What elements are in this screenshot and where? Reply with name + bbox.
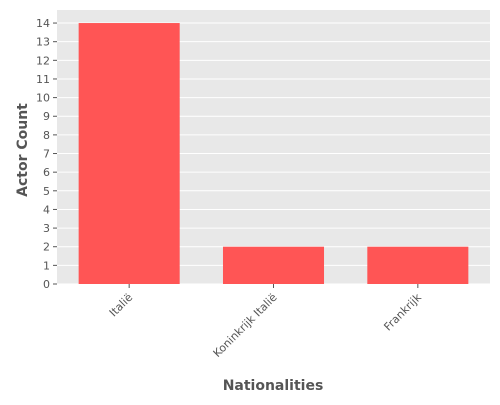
bars <box>78 23 469 285</box>
x-tick-label: Koninkrijk Italië <box>211 291 280 360</box>
y-tick-label: 11 <box>36 73 50 86</box>
y-axis-title: Actor Count <box>15 103 31 197</box>
y-tick-label: 13 <box>36 36 50 49</box>
y-tick-label: 6 <box>43 166 50 179</box>
y-tick-label: 12 <box>36 54 50 67</box>
x-axis-title: Nationalities <box>223 378 324 394</box>
y-tick-label: 7 <box>43 148 50 161</box>
x-tick-label: Frankrijk <box>381 290 424 333</box>
bar <box>367 246 469 284</box>
y-tick-label: 8 <box>43 129 50 142</box>
y-tick-label: 3 <box>43 222 50 235</box>
y-tick-label: 0 <box>43 278 50 291</box>
y-tick-label: 14 <box>36 17 50 30</box>
y-tick-label: 10 <box>36 92 50 105</box>
bar <box>222 246 325 284</box>
y-tick-label: 5 <box>43 185 50 198</box>
y-tick-label: 4 <box>43 203 50 216</box>
y-tick-label: 1 <box>43 259 50 272</box>
bar <box>78 23 180 285</box>
x-axis-ticks: Italië Koninkrijk Italië Frankrijk <box>107 284 424 360</box>
x-tick-label: Italië <box>107 291 136 320</box>
y-tick-label: 9 <box>43 110 50 123</box>
y-tick-label: 2 <box>43 241 50 254</box>
